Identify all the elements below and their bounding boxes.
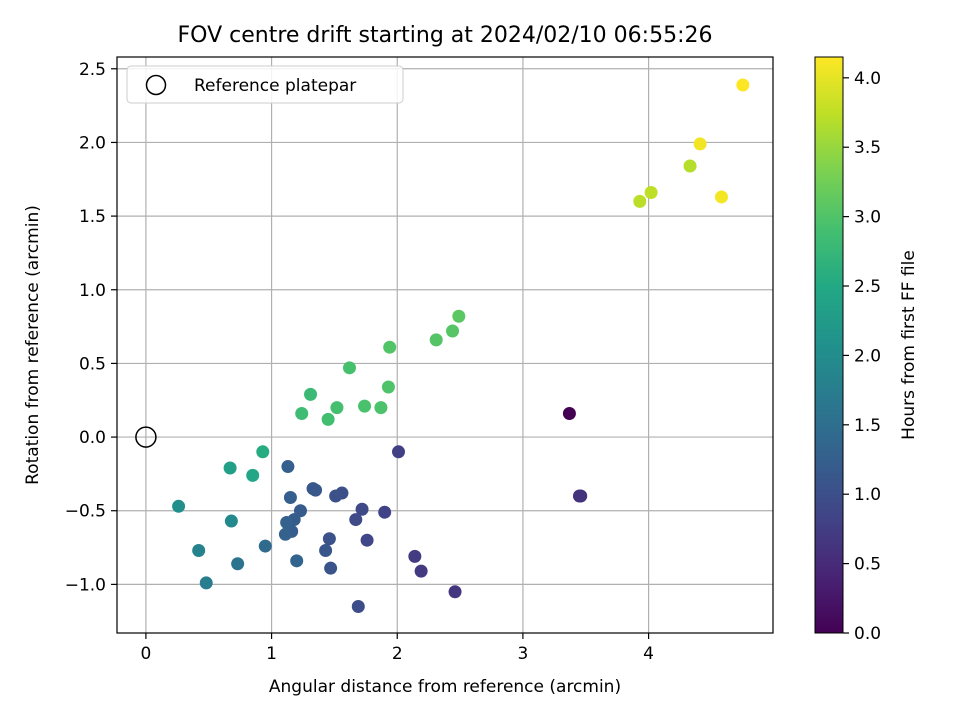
data-point: [358, 399, 372, 413]
colorbar-tick-label: 3.0: [854, 208, 881, 228]
data-point: [414, 564, 428, 578]
y-tick-label: 1.5: [79, 207, 106, 227]
colorbar-tick-label: 1.0: [854, 485, 881, 505]
data-point: [172, 499, 186, 513]
x-tick-label: 1: [266, 644, 277, 664]
data-point: [256, 445, 270, 459]
y-tick-label: −0.5: [65, 502, 106, 522]
data-point: [281, 460, 295, 474]
colorbar-tick-label: 1.5: [854, 416, 881, 436]
colorbar-tick-label: 3.5: [854, 138, 881, 158]
data-point: [381, 380, 395, 394]
y-axis-label: Rotation from reference (arcmin): [23, 205, 43, 485]
grid-lines: [117, 57, 773, 633]
data-point: [319, 544, 333, 558]
data-point: [321, 412, 335, 426]
colorbar: [814, 56, 844, 634]
data-point: [306, 482, 320, 496]
data-point: [342, 361, 356, 375]
data-point: [283, 490, 297, 504]
data-point: [192, 544, 206, 558]
axis-ticks: 0 1 2 3 4 −1.0 −0.5 0.0 0.5 1.0 1.5 2.0 2.5: [65, 60, 654, 664]
data-point: [360, 533, 374, 547]
y-tick-label: 2.5: [79, 60, 106, 80]
legend: Reference platepar: [126, 65, 404, 104]
colorbar-ticks: 0.0 0.5 1.0 1.5 2.0 2.5 3.0 3.5 4.0: [843, 69, 881, 644]
y-tick-label: −1.0: [65, 575, 106, 595]
data-point: [223, 461, 237, 475]
legend-box: [126, 65, 404, 104]
y-tick-label: 0.5: [79, 354, 106, 374]
plot-frame: [116, 56, 774, 634]
data-point: [374, 401, 388, 415]
data-point: [330, 401, 344, 415]
data-point: [355, 502, 369, 516]
chart-title: FOV centre drift starting at 2024/02/10 …: [178, 23, 713, 48]
data-point: [295, 407, 309, 421]
data-point: [574, 489, 588, 503]
colorbar-tick-label: 2.0: [854, 346, 881, 366]
colorbar-tick-label: 4.0: [854, 69, 881, 89]
data-point: [349, 513, 363, 527]
data-point: [322, 532, 336, 546]
data-point: [383, 340, 397, 354]
x-axis-label: Angular distance from reference (arcmin): [269, 677, 621, 697]
colorbar-tick-label: 0.0: [854, 624, 881, 644]
data-point: [304, 387, 318, 401]
colorbar-label: Hours from first FF file: [899, 250, 919, 440]
data-point: [199, 576, 213, 590]
legend-entry-reference: Reference platepar: [194, 76, 356, 96]
data-point: [231, 557, 245, 571]
data-point: [714, 190, 728, 204]
colorbar-tick-label: 2.5: [854, 277, 881, 297]
data-point: [633, 194, 647, 208]
data-point: [452, 309, 466, 323]
data-point: [392, 445, 406, 459]
data-point: [324, 561, 338, 575]
x-tick-label: 3: [518, 644, 529, 664]
data-point: [246, 468, 260, 482]
data-point: [408, 549, 422, 563]
colorbar-tick-label: 0.5: [854, 555, 881, 575]
data-point: [378, 505, 392, 519]
reference-platepar-marker: [135, 426, 157, 448]
data-point: [290, 554, 304, 568]
legend-marker: [145, 74, 167, 96]
data-point: [448, 585, 462, 599]
data-point: [351, 599, 365, 613]
y-tick-label: 2.0: [79, 133, 106, 153]
data-point: [258, 539, 272, 553]
data-point: [683, 159, 697, 173]
data-point: [644, 186, 658, 200]
data-point: [224, 514, 238, 528]
data-point: [280, 516, 294, 530]
data-point: [446, 324, 460, 338]
data-point: [562, 407, 576, 421]
data-points: [135, 78, 750, 613]
data-point: [693, 137, 707, 151]
data-point: [329, 489, 343, 503]
data-point: [278, 527, 292, 541]
x-tick-label: 2: [392, 644, 403, 664]
x-tick-label: 4: [643, 644, 654, 664]
y-tick-label: 1.0: [79, 281, 106, 301]
y-tick-label: 0.0: [79, 428, 106, 448]
data-point: [736, 78, 750, 92]
data-point: [429, 333, 443, 347]
x-tick-label: 0: [140, 644, 151, 664]
